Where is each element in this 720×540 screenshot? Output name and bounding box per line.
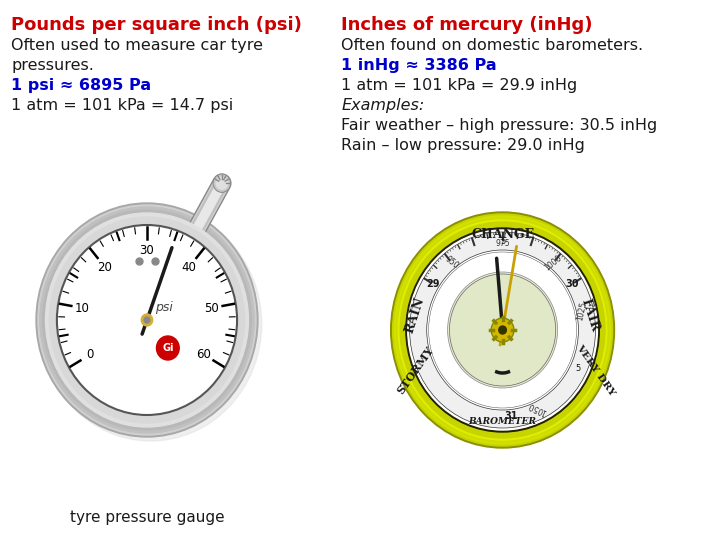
- Text: Examples:: Examples:: [341, 98, 425, 113]
- Circle shape: [392, 214, 613, 446]
- Circle shape: [45, 213, 248, 427]
- Circle shape: [395, 216, 611, 444]
- Text: Inches of mercury (inHg): Inches of mercury (inHg): [341, 16, 593, 34]
- Text: FAIR: FAIR: [578, 297, 601, 333]
- Circle shape: [57, 225, 237, 415]
- Text: 1 atm = 101 kPa = 14.7 psi: 1 atm = 101 kPa = 14.7 psi: [12, 98, 233, 113]
- Text: Fair weather – high pressure: 30.5 inHg: Fair weather – high pressure: 30.5 inHg: [341, 118, 657, 133]
- Text: 1025: 1025: [576, 301, 589, 321]
- Circle shape: [449, 274, 556, 386]
- Text: 975: 975: [495, 240, 510, 248]
- Circle shape: [216, 177, 228, 189]
- Text: 31: 31: [504, 410, 518, 421]
- Circle shape: [42, 210, 251, 430]
- Text: Rain – low pressure: 29.0 inHg: Rain – low pressure: 29.0 inHg: [341, 138, 585, 153]
- Text: Pounds per square inch (psi): Pounds per square inch (psi): [12, 16, 302, 34]
- Circle shape: [491, 318, 514, 342]
- Circle shape: [400, 222, 605, 438]
- Circle shape: [406, 228, 599, 432]
- Text: 50: 50: [204, 301, 219, 314]
- Circle shape: [49, 217, 245, 423]
- Text: CHANGE: CHANGE: [471, 228, 534, 241]
- Text: 950: 950: [443, 255, 460, 271]
- Circle shape: [398, 220, 607, 440]
- Text: 30: 30: [140, 245, 154, 258]
- Text: Often used to measure car tyre: Often used to measure car tyre: [12, 38, 264, 53]
- Circle shape: [213, 174, 230, 192]
- Text: tyre pressure gauge: tyre pressure gauge: [70, 510, 225, 525]
- Text: 1 inHg ≈ 3386 Pa: 1 inHg ≈ 3386 Pa: [341, 58, 497, 73]
- Circle shape: [40, 207, 262, 441]
- Text: VERY DRY: VERY DRY: [575, 343, 616, 397]
- Text: Gi: Gi: [162, 343, 174, 353]
- Text: pressures.: pressures.: [12, 58, 94, 73]
- Circle shape: [38, 205, 256, 435]
- Circle shape: [448, 272, 557, 388]
- Circle shape: [36, 203, 258, 437]
- Circle shape: [40, 207, 254, 433]
- Text: 29: 29: [427, 279, 440, 289]
- Text: STORMY: STORMY: [395, 344, 436, 396]
- Text: 20: 20: [97, 261, 112, 274]
- Text: BAROMETER: BAROMETER: [469, 417, 536, 427]
- Text: 1 atm = 101 kPa = 29.9 inHg: 1 atm = 101 kPa = 29.9 inHg: [341, 78, 577, 93]
- Circle shape: [499, 326, 506, 334]
- Circle shape: [141, 314, 153, 326]
- Circle shape: [410, 232, 595, 428]
- Circle shape: [144, 317, 150, 323]
- Text: 1050: 1050: [527, 400, 548, 416]
- Text: 40: 40: [181, 261, 197, 274]
- Text: 30: 30: [565, 279, 578, 289]
- Circle shape: [215, 175, 230, 191]
- Text: 10: 10: [75, 301, 90, 314]
- Circle shape: [397, 218, 609, 442]
- Text: 5: 5: [575, 364, 580, 373]
- Text: Often found on domestic barometers.: Often found on domestic barometers.: [341, 38, 644, 53]
- Text: 5: 5: [500, 238, 505, 246]
- Text: 1000: 1000: [543, 253, 564, 272]
- Text: 1 psi ≈ 6895 Pa: 1 psi ≈ 6895 Pa: [12, 78, 151, 93]
- Circle shape: [156, 336, 179, 360]
- Text: psi: psi: [155, 301, 173, 314]
- Text: RAIN: RAIN: [403, 295, 427, 335]
- Circle shape: [428, 252, 577, 408]
- Text: 60: 60: [197, 348, 211, 361]
- Text: 0: 0: [86, 348, 94, 361]
- Circle shape: [391, 212, 614, 448]
- Circle shape: [427, 250, 578, 410]
- Circle shape: [408, 230, 598, 430]
